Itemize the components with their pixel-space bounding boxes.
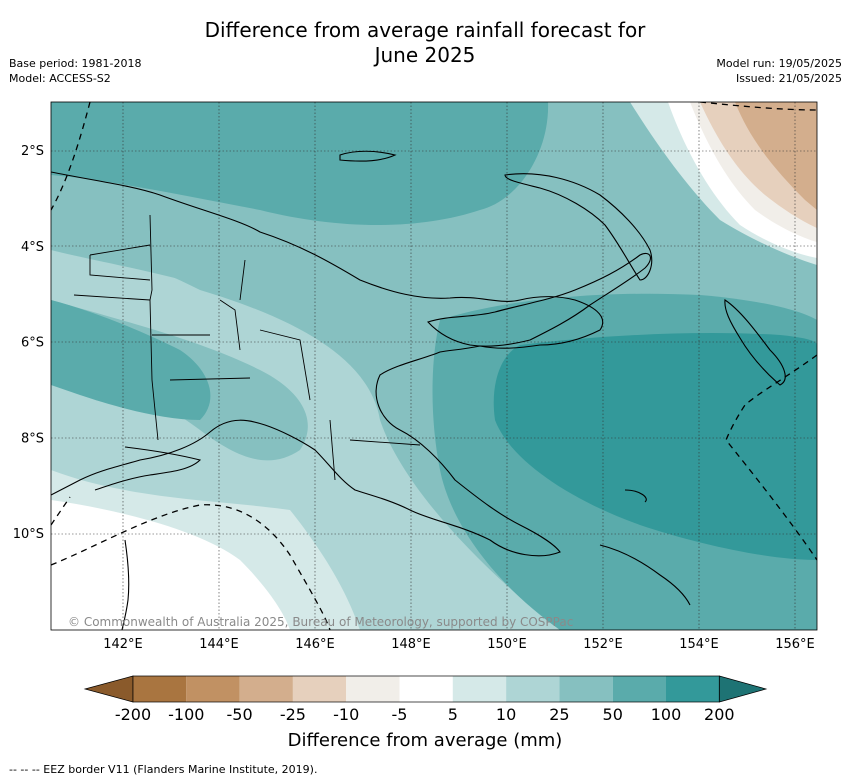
- lat-tick-label: 6°S: [21, 336, 44, 351]
- band-100-200-core: [493, 333, 817, 560]
- map-frame: [50, 101, 818, 631]
- colorbar-bin: [559, 676, 613, 702]
- colorbar-title: Difference from average (mm): [287, 730, 563, 751]
- bougainville: [724, 299, 786, 386]
- colorbar-tick-label: 200: [704, 705, 735, 724]
- longitude-tick-labels: 142°E 144°E 146°E 148°E 150°E 152°E 154°E 156°E: [103, 637, 815, 652]
- colorbar-outline: [132, 675, 720, 703]
- eez-footnote: -- -- -- EEZ border V11 (Flanders Marine…: [9, 763, 318, 776]
- new-britain: [427, 252, 651, 347]
- issued-label: Issued: 21/05/2025: [735, 72, 842, 85]
- band-50-100-north: [51, 102, 549, 225]
- colorbar-tick-label: 5: [448, 705, 458, 724]
- colorbar-tick-label: -5: [392, 705, 408, 724]
- colorbar-tick-label: -25: [280, 705, 306, 724]
- colorbar-bin: [506, 676, 560, 702]
- eez-ne: [699, 102, 817, 111]
- colorbar-bin: [452, 676, 507, 702]
- colorbar-bin: [186, 676, 240, 702]
- new-guinea-coast: [51, 171, 603, 557]
- colorbar-tick-label: 100: [651, 705, 682, 724]
- band-neg25-neg50-ne: [735, 102, 817, 210]
- lon-tick-label: 144°E: [199, 637, 239, 652]
- band-50-100-west: [51, 300, 211, 420]
- model-info: Base period: 1981-2018 Model: ACCESS-S2: [9, 56, 141, 86]
- lat-tick-label: 8°S: [21, 431, 44, 446]
- colorbar-bin: [666, 676, 720, 702]
- manus: [339, 150, 397, 162]
- lon-tick-label: 142°E: [103, 637, 143, 652]
- lon-tick-label: 156°E: [775, 637, 815, 652]
- coastlines: [51, 150, 786, 630]
- colorbar-bin: [346, 676, 400, 702]
- borders: [73, 214, 421, 481]
- colorbar-tick-label: 50: [603, 705, 623, 724]
- colorbar-bin: [239, 676, 293, 702]
- lon-tick-label: 150°E: [487, 637, 527, 652]
- colorbar-tick-label: 10: [496, 705, 516, 724]
- rainfall-anomaly-field: © Commonwealth of Australia 2025, Bureau…: [51, 102, 817, 630]
- colorbar-bin: [399, 676, 453, 702]
- model-label: Model: ACCESS-S2: [9, 72, 111, 85]
- colorbar-tick-label: 25: [549, 705, 569, 724]
- eez-west: [51, 102, 91, 211]
- colorbar-bin: [292, 676, 347, 702]
- new-ireland: [504, 173, 653, 281]
- lat-tick-label: 4°S: [21, 240, 44, 255]
- latitude-tick-labels: 2°S 4°S 6°S 8°S 10°S: [13, 144, 44, 542]
- lon-tick-label: 146°E: [295, 637, 335, 652]
- colorbar: -200 -100 -50 -25 -10 -5 5 10 25 50 100 200: [83, 675, 768, 724]
- chart-title: Difference from average rainfall forecas…: [0, 18, 850, 68]
- graticule: [51, 102, 817, 630]
- title-line-1: Difference from average rainfall forecas…: [204, 18, 646, 42]
- colorbar-tick-label: -100: [168, 705, 204, 724]
- base-period-label: Base period: 1981-2018: [9, 57, 142, 70]
- colorbar-tick-label: -10: [333, 705, 359, 724]
- eez-borders: [51, 102, 817, 630]
- lat-tick-label: 2°S: [21, 144, 44, 159]
- colorbar-tick-label: -50: [227, 705, 253, 724]
- colorbar-tick-label: -200: [115, 705, 151, 724]
- copyright-notice: © Commonwealth of Australia 2025, Bureau…: [68, 615, 573, 629]
- model-run-label: Model run: 19/05/2025: [716, 57, 842, 70]
- colorbar-bin: [612, 676, 666, 702]
- run-info: Model run: 19/05/2025 Issued: 21/05/2025: [716, 56, 842, 86]
- lat-tick-label: 10°S: [13, 527, 44, 542]
- band-25-50-north: [51, 170, 470, 360]
- title-line-2: June 2025: [374, 43, 476, 67]
- lon-tick-label: 154°E: [679, 637, 719, 652]
- band-neutral-sw: [51, 500, 290, 630]
- colorbar-extend-low: [83, 675, 134, 703]
- colorbar-extend-high: [718, 675, 768, 703]
- south-coast-inlet: [94, 446, 202, 491]
- png-indonesia-border: [149, 214, 159, 441]
- milne-islands: [599, 489, 691, 606]
- colorbar-bin: [133, 676, 187, 702]
- eez-south: [51, 504, 331, 630]
- australia-cape-york: [121, 539, 130, 630]
- lon-tick-label: 152°E: [583, 637, 623, 652]
- lon-tick-label: 148°E: [391, 637, 431, 652]
- eez-sw-short: [51, 496, 71, 526]
